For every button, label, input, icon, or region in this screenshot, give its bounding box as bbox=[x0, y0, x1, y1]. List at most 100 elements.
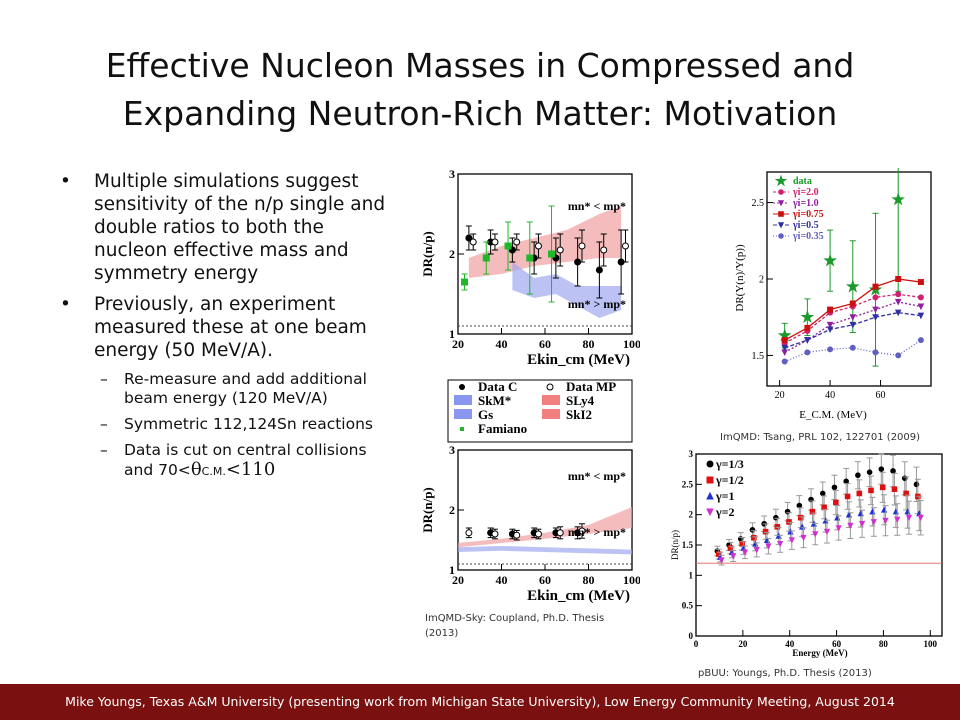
legend-swatch bbox=[542, 409, 560, 419]
data-point bbox=[465, 529, 473, 537]
data-point bbox=[870, 519, 877, 526]
data-point bbox=[891, 486, 898, 492]
legend-marker bbox=[460, 427, 464, 431]
data-point bbox=[823, 253, 837, 267]
data-point bbox=[706, 476, 714, 484]
legend-box bbox=[447, 379, 633, 443]
slide-title: Effective Nucleon Masses in Compressed a… bbox=[40, 42, 920, 138]
y-tick-label: 1.5 bbox=[752, 351, 765, 362]
data-point bbox=[797, 514, 804, 521]
legend-label: SkI2 bbox=[566, 407, 592, 422]
data-point bbox=[855, 472, 861, 479]
legend-swatch bbox=[454, 395, 472, 405]
data-point bbox=[762, 528, 769, 535]
y-axis-label: DR(n/p) bbox=[420, 487, 435, 533]
chart-imqmd-tsang-svg: 20 40 601.522.5dataγi=2.0γi=1.0γi=0.75γi=0… bbox=[734, 107, 932, 421]
y-tick-label: 1.5 bbox=[682, 540, 694, 550]
x-tick-label: 20 bbox=[452, 337, 464, 351]
data-point bbox=[778, 233, 784, 239]
data-point bbox=[831, 484, 838, 491]
data-point bbox=[781, 344, 788, 352]
angle-upper: <110 bbox=[225, 459, 276, 480]
legend-marker bbox=[459, 384, 465, 390]
data-point bbox=[718, 557, 725, 564]
data-point bbox=[706, 491, 714, 500]
y-tick-label: 1 bbox=[449, 327, 455, 341]
legend-label: Gs bbox=[478, 407, 493, 422]
x-tick-label: 100 bbox=[623, 573, 640, 587]
data-point bbox=[894, 309, 902, 317]
data-point bbox=[849, 314, 857, 321]
x-tick-label: 60 bbox=[832, 639, 842, 649]
data-point bbox=[858, 520, 866, 528]
sub-bullet-item: – Re-measure and add additional beam ener… bbox=[60, 370, 400, 408]
data-point bbox=[823, 528, 831, 536]
data-point bbox=[465, 234, 473, 242]
chart-coupland-top-svg: 20 40 60 80 100 1 2 3 DR(n/p) Ekin_cm (MeV) mn* < … bbox=[420, 167, 641, 368]
y-tick-label: 2 bbox=[689, 510, 694, 520]
sub-bullet-text: Symmetric 112,124Sn reactions bbox=[124, 415, 373, 433]
caption-imqmd-tsang: ImQMD: Tsang, PRL 102, 122701 (2009) bbox=[720, 432, 921, 443]
data-point bbox=[556, 246, 564, 254]
y-tick-label: 0.5 bbox=[682, 601, 694, 611]
data-point bbox=[872, 314, 879, 321]
x-tick-label: 20 bbox=[775, 390, 785, 401]
data-point bbox=[868, 487, 874, 494]
model-band-lower bbox=[512, 262, 622, 318]
data-point bbox=[526, 254, 534, 262]
data-point bbox=[849, 321, 857, 329]
x-tick-label: 40 bbox=[825, 390, 835, 401]
data-point bbox=[844, 493, 851, 500]
data-point bbox=[843, 478, 849, 485]
y-tick-label: 0 bbox=[689, 631, 694, 641]
y-tick-label: 2 bbox=[759, 274, 764, 285]
data-point bbox=[781, 358, 788, 365]
x-tick-label: 60 bbox=[876, 390, 886, 401]
data-point bbox=[826, 321, 834, 329]
x-tick-label: 40 bbox=[496, 573, 508, 587]
x-tick-label: 20 bbox=[452, 573, 464, 587]
data-point bbox=[856, 490, 863, 497]
data-point bbox=[706, 460, 714, 468]
chart-coupland-top: 20 40 60 80 100 1 2 3 DR(n/p) Ekin_cm (MeV) mn* < … bbox=[418, 162, 641, 372]
data-point bbox=[872, 349, 879, 356]
data-point bbox=[491, 530, 499, 538]
y-tick-label: 1 bbox=[449, 563, 455, 577]
legend-label: γi=0.5 bbox=[792, 220, 819, 231]
y-axis-label: DR(Y(n)/Y(p)) bbox=[734, 244, 746, 312]
x-tick-label: 0 bbox=[694, 639, 699, 649]
data-point bbox=[796, 502, 803, 509]
sub-bullet-text: Re-measure and add additional beam energ… bbox=[124, 370, 367, 407]
data-point bbox=[826, 326, 834, 334]
sub-bullet-item: – Data is cut on central collisions and 7… bbox=[60, 441, 400, 481]
x-axis-label: Ekin_cm (MeV) bbox=[527, 588, 630, 604]
x-tick-label: 60 bbox=[539, 573, 551, 587]
title-line-1: Effective Nucleon Masses in Compressed a… bbox=[105, 46, 855, 85]
data-point bbox=[917, 514, 924, 522]
data-point bbox=[827, 306, 834, 313]
legend-label: SkM* bbox=[478, 393, 511, 408]
data-point bbox=[846, 279, 860, 293]
data-point bbox=[917, 312, 925, 320]
y-tick-label: 2 bbox=[449, 247, 455, 261]
x-tick-label: 60 bbox=[539, 337, 551, 351]
data-point bbox=[878, 466, 885, 472]
data-point bbox=[461, 278, 469, 286]
data-point bbox=[730, 553, 737, 560]
legend-label: Data C bbox=[478, 379, 517, 394]
x-tick-label: 20 bbox=[738, 639, 748, 649]
theta-symbol: θ bbox=[190, 459, 202, 480]
model-band-lower bbox=[458, 546, 632, 555]
x-tick-label: 40 bbox=[785, 639, 795, 649]
y-tick-label: 2.5 bbox=[752, 198, 765, 209]
data-point bbox=[578, 242, 586, 250]
data-point bbox=[751, 534, 757, 541]
data-point bbox=[917, 294, 924, 301]
data-point bbox=[741, 549, 749, 556]
data-point bbox=[781, 337, 788, 344]
data-point bbox=[513, 238, 521, 246]
x-axis-label: Energy (MeV) bbox=[792, 648, 847, 658]
data-point bbox=[895, 276, 902, 282]
legend-label: γi=2.0 bbox=[792, 187, 819, 198]
y-axis-label: DR(n/p) bbox=[670, 530, 680, 560]
